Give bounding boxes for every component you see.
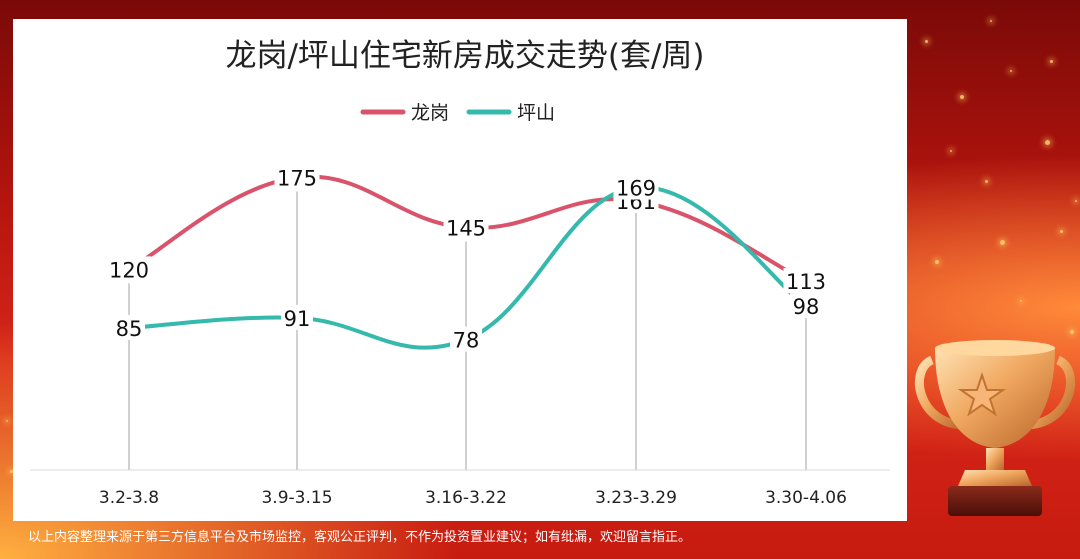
data-label-bg-0-1 (274, 164, 320, 190)
data-label-bg-1-1 (281, 304, 313, 330)
data-label-0-4: 113 (786, 270, 826, 294)
sparkle-11 (1050, 60, 1053, 63)
sparkle-3 (1045, 140, 1050, 145)
x-tick-label-0: 3.2-3.8 (99, 488, 159, 508)
trophy-icon (914, 340, 1076, 516)
data-label-0-1: 175 (277, 167, 317, 191)
x-tick-label-1: 3.9-3.15 (261, 488, 332, 508)
data-label-1-4: 98 (793, 295, 820, 319)
chart-title: 龙岗/坪山住宅新房成交走势(套/周) (225, 38, 704, 74)
sparkle-9 (950, 150, 952, 152)
data-label-bg-1-4 (790, 293, 822, 319)
series-lines (127, 174, 808, 350)
sparkle-1 (960, 95, 964, 99)
sparkle-8 (1070, 330, 1074, 334)
footnote: 以上内容整理来源于第三方信息平台及市场监控，客观公正评判，不作为投资置业建议；如… (28, 530, 692, 545)
legend-label-0: 龙岗 (411, 102, 449, 124)
data-label-1-0: 85 (116, 317, 143, 341)
sparkle-0 (925, 40, 928, 43)
x-tick-label-3: 3.23-3.29 (595, 488, 677, 508)
data-label-1-1: 91 (284, 307, 311, 331)
sparkle-2 (1010, 70, 1012, 72)
x-axis-ticks: 3.2-3.8 3.9-3.15 3.16-3.22 3.23-3.29 3.30-4.… (99, 488, 847, 508)
drop-lines (128, 191, 807, 470)
data-label-1-2: 78 (453, 329, 480, 353)
sparkle-12 (10, 470, 13, 473)
legend-label-1: 坪山 (517, 102, 555, 124)
legend: 龙岗 坪山 (360, 102, 555, 124)
chart-svg: 龙岗/坪山住宅新房成交走势(套/周) 龙岗 坪山 1201751451611138… (30, 38, 890, 508)
sparkle-15 (1075, 200, 1077, 202)
sparkle-6 (935, 260, 939, 264)
sparkle-10 (1000, 240, 1005, 245)
x-tick-label-2: 3.16-3.22 (425, 488, 507, 508)
data-label-bg-0-0 (106, 256, 152, 282)
data-label-bg-1-2 (450, 326, 482, 352)
data-label-bg-0-4 (783, 268, 829, 294)
chart-card: 龙岗/坪山住宅新房成交走势(套/周) 龙岗 坪山 120 175 145 161 113 8… (13, 19, 907, 521)
sparkle-13 (6, 420, 8, 422)
data-label-bg-1-3 (613, 174, 659, 200)
series-line-1 (127, 185, 808, 350)
x-tick-label-4: 3.30-4.06 (765, 488, 847, 508)
data-label-bg-0-2 (443, 214, 489, 240)
data-label-0-2: 145 (446, 217, 486, 241)
sparkle-5 (1060, 230, 1063, 233)
sparkle-7 (1020, 300, 1022, 302)
sparkle-14 (990, 20, 992, 22)
sparkle-4 (985, 180, 988, 183)
data-label-1-3: 169 (616, 177, 656, 201)
data-label-bg-1-0 (113, 314, 145, 340)
data-label-0-0: 120 (109, 258, 149, 282)
